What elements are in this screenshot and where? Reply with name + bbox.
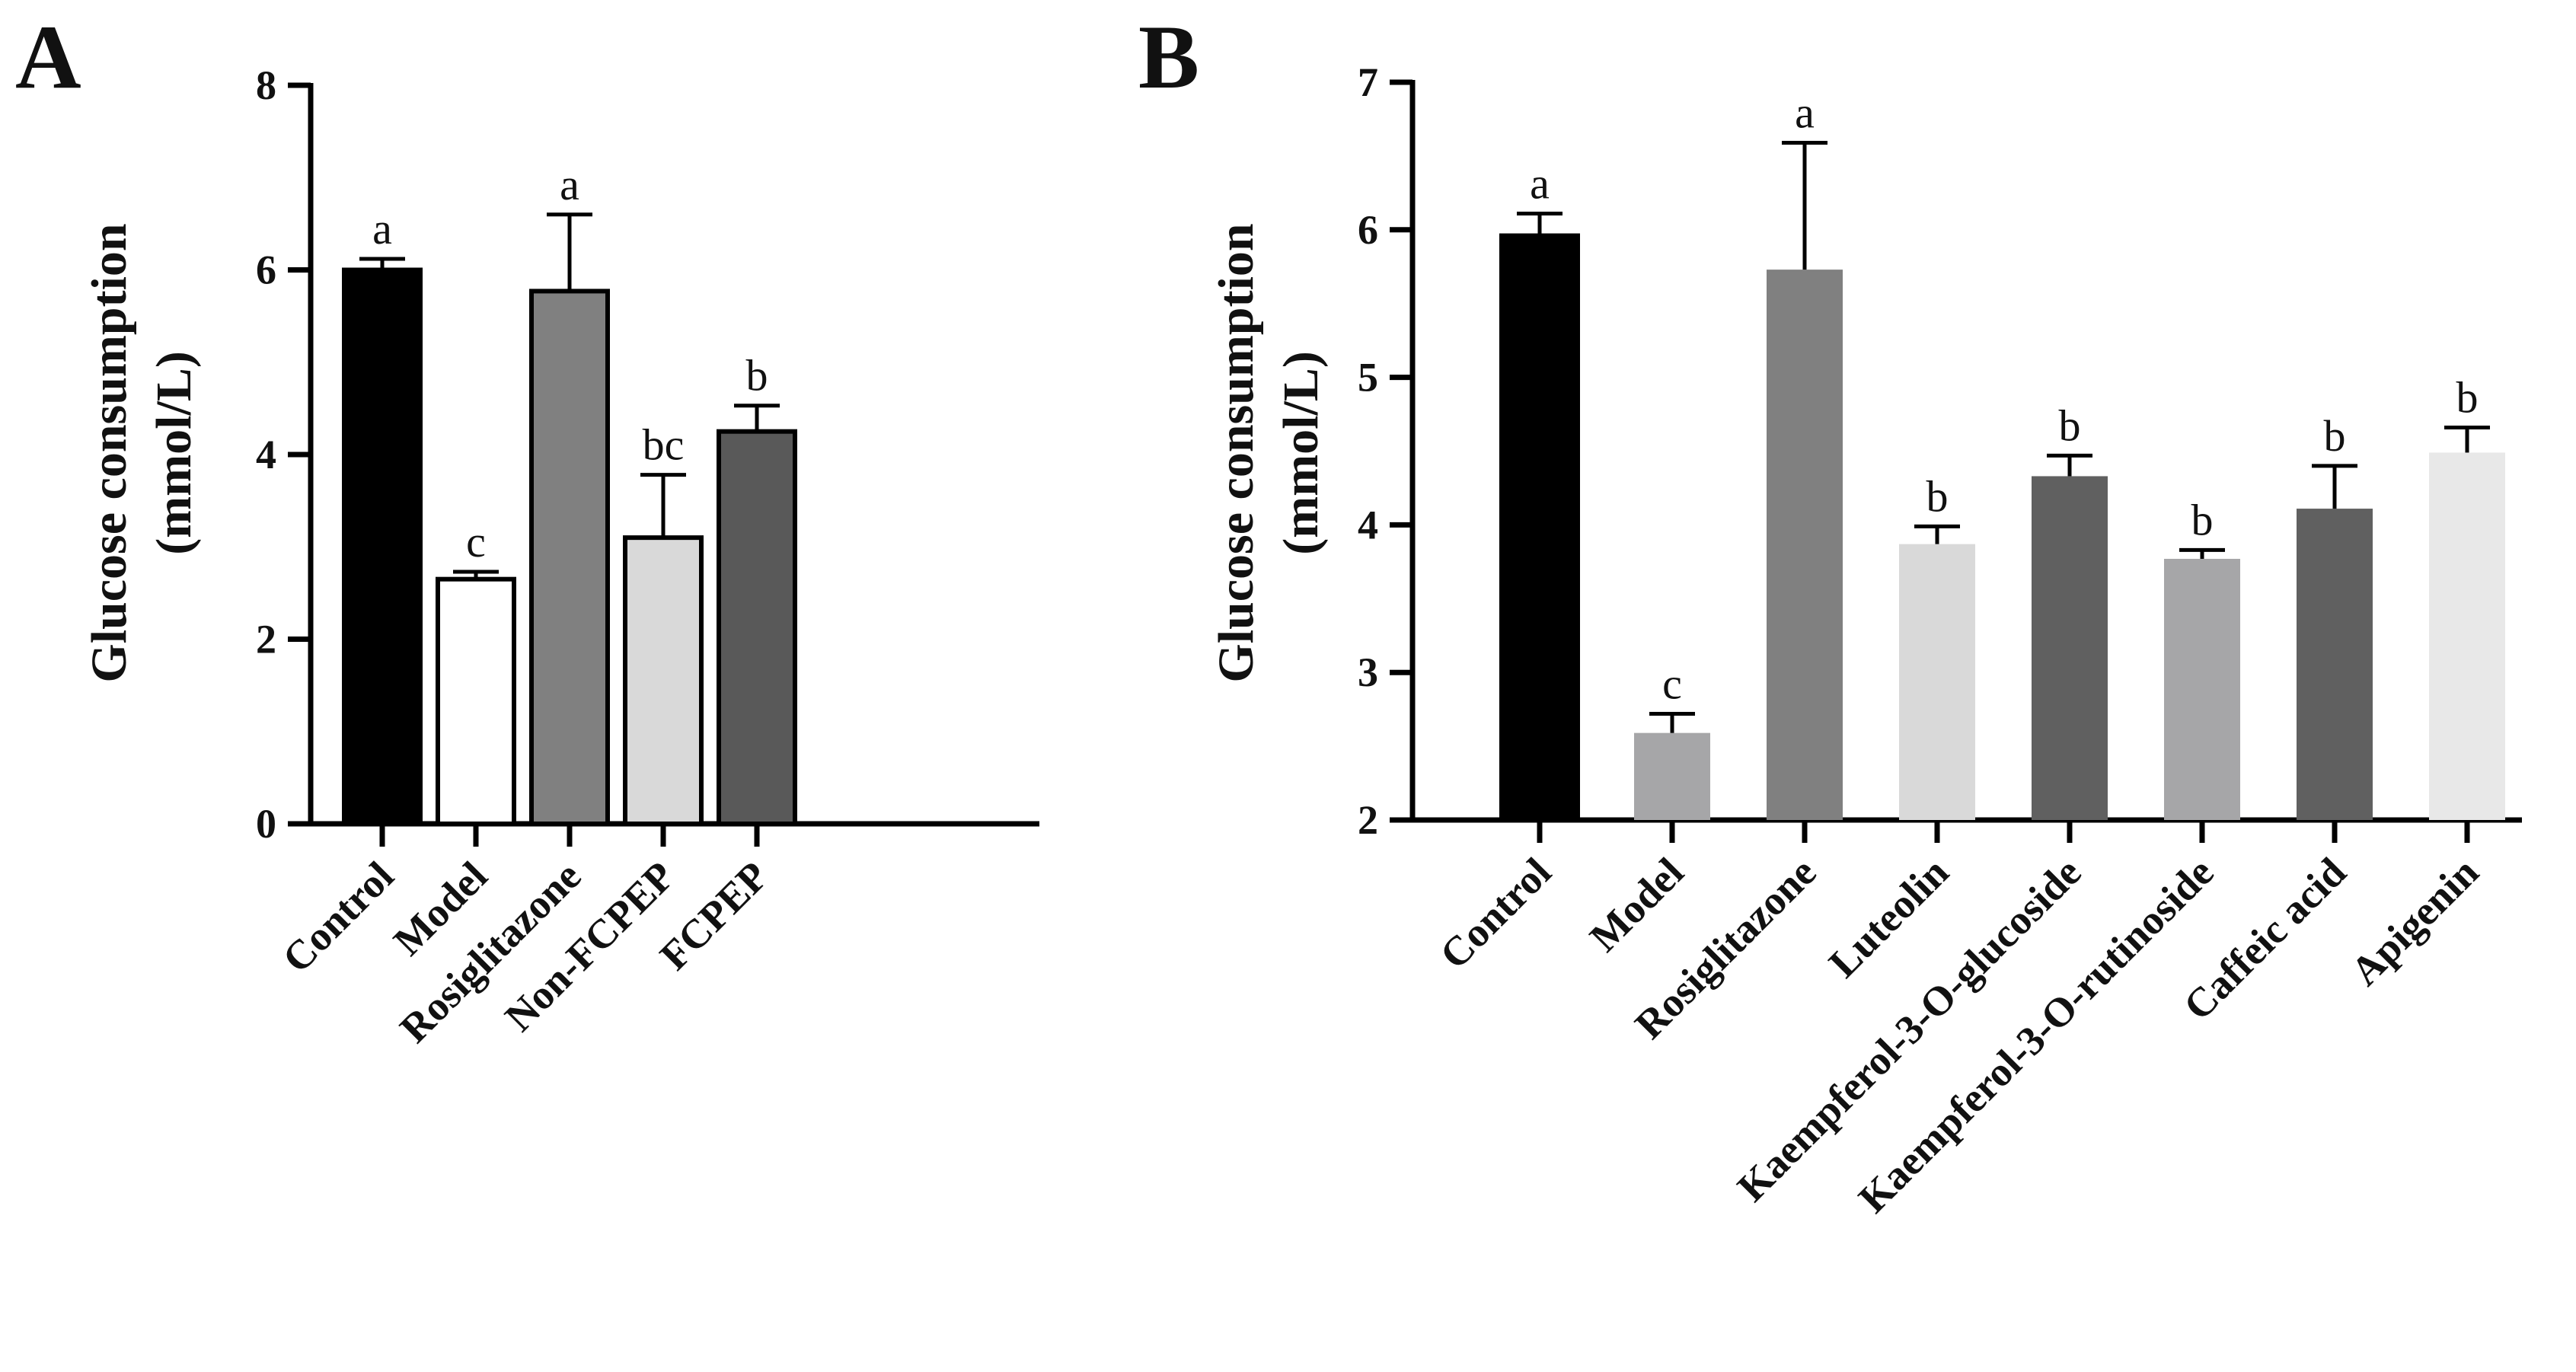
category-label: Luteolin	[1820, 849, 1957, 986]
panel-b-ylabel-line1: Glucose consumption	[1208, 223, 1264, 682]
significance-letter: bc	[643, 420, 685, 470]
panel-b-ytick-label: 3	[1358, 649, 1378, 695]
category-label: Control	[1431, 849, 1559, 978]
panel-b-x-ticks: Control ModelRosiglitazoneLuteolinKaempfe…	[1431, 820, 2487, 1221]
bar-rosiglitazone	[1767, 270, 1843, 821]
panel-b-ytick-label: 7	[1358, 59, 1378, 105]
panel-a-ytick-label: 0	[256, 801, 276, 847]
bar-caffeic-acid	[2297, 509, 2373, 820]
panel-b-ytick-label: 6	[1358, 207, 1378, 253]
significance-letter: c	[1662, 659, 1682, 708]
panel-b-y-ticks: 2 3 4 5 6 7	[1358, 59, 1412, 843]
significance-letter: c	[466, 517, 486, 566]
significance-letter: a	[560, 160, 579, 209]
panel-a-label: A	[15, 6, 81, 107]
bar-kaempferol-3-o-rutinoside	[2164, 558, 2240, 820]
bar-apigenin	[2429, 452, 2505, 820]
panel-b-ytick-label: 5	[1358, 355, 1378, 400]
panel-b-ylabel-line2: (mmol/L)	[1273, 351, 1329, 555]
significance-letter: b	[1926, 471, 1949, 521]
panel-b-ytick-label: 4	[1358, 502, 1378, 547]
significance-letter: a	[1530, 158, 1550, 208]
panel-a-ylabel-line2: (mmol/L)	[146, 351, 202, 555]
bar-model	[1634, 732, 1710, 820]
panel-a-ytick-label: 6	[256, 247, 276, 293]
panel-a-ytick-label: 4	[256, 432, 276, 477]
panel-a-ylabel-line1: Glucose consumption	[81, 223, 137, 682]
significance-letter: b	[2324, 411, 2346, 461]
significance-letter: a	[1795, 88, 1815, 137]
significance-letter: b	[746, 351, 768, 400]
panel-a-ytick-label: 2	[256, 617, 276, 662]
panel-b: B Glucose consumption (mmol/L) 2 3 4 5 6 7 a c…	[1138, 6, 2522, 1221]
bar-rosiglitazone	[529, 289, 610, 826]
bar-model	[436, 576, 516, 826]
bar-fcpep	[717, 429, 797, 826]
significance-letter: b	[2191, 495, 2214, 544]
panel-b-label: B	[1138, 6, 1199, 107]
panel-b-bars: a c a b b b b b	[1499, 88, 2505, 822]
panel-b-ytick-label: 2	[1358, 797, 1378, 843]
bar-non-fcpep	[623, 535, 704, 826]
panel-a-ytick-label: 8	[256, 62, 276, 108]
bar-luteolin	[1899, 544, 1975, 820]
category-label: Control	[273, 853, 402, 981]
bar-kaempferol-3-o-glucoside	[2032, 476, 2108, 820]
panel-a-bars: a c a bc b	[342, 160, 797, 826]
panel-a-y-ticks: 0 2 4 6 8	[256, 62, 311, 847]
significance-letter: b	[2059, 400, 2081, 450]
significance-letter: a	[372, 204, 392, 254]
category-label: Apigenin	[2342, 849, 2488, 994]
bar-control	[1499, 233, 1580, 822]
category-label: Model	[1581, 849, 1692, 960]
bar-control	[342, 267, 423, 826]
significance-letter: b	[2456, 372, 2479, 422]
